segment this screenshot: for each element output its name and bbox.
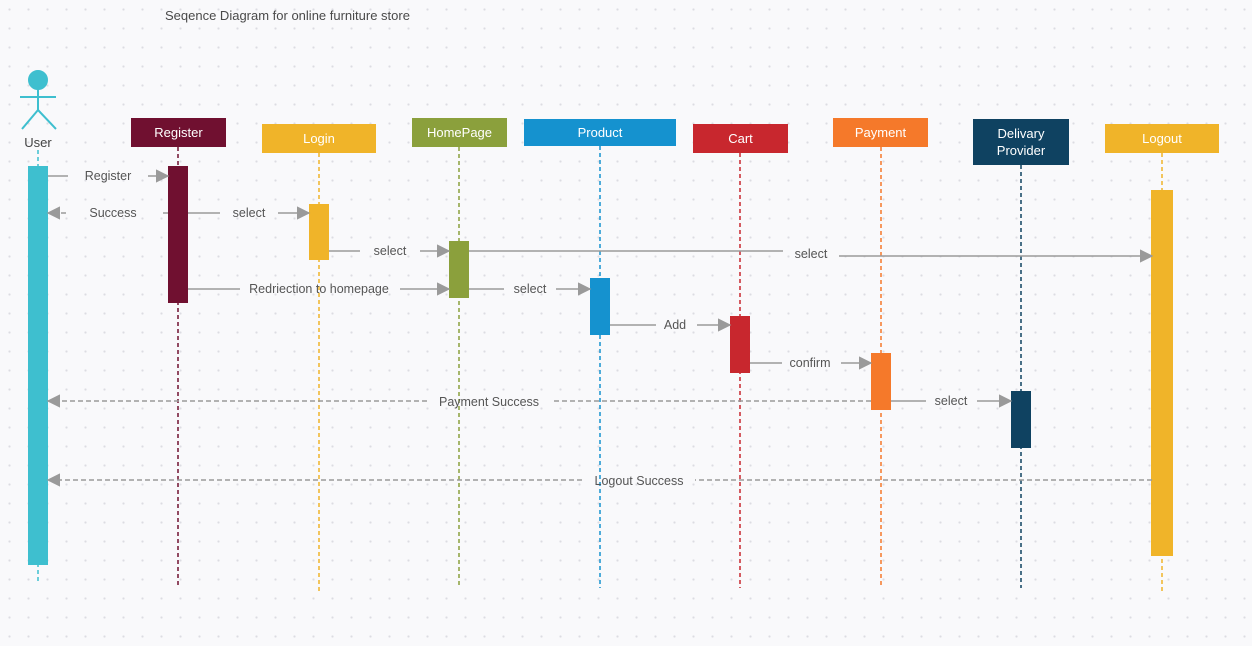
participant-header-product: Product <box>524 119 676 146</box>
message-label-6: Redriection to homepage <box>249 282 389 296</box>
participant-header-delivery: Delivary Provider <box>973 119 1069 165</box>
message-label-2: Success <box>89 206 137 220</box>
activation-bar-user <box>28 166 48 565</box>
message-label-5: select <box>794 247 828 261</box>
message-label-11: select <box>934 394 968 408</box>
message-label-4: select <box>373 244 407 258</box>
activation-bar-register <box>168 166 188 303</box>
message-label-1: Register <box>84 169 132 183</box>
activation-bar-logout <box>1151 190 1173 556</box>
actor-label-user: User <box>24 135 52 150</box>
activation-bar-login <box>309 204 329 260</box>
message-label-12: Logout Success <box>594 474 684 488</box>
participant-header-register: Register <box>131 118 226 147</box>
message-arrow-5 <box>469 249 1154 263</box>
diagram-title: Seqence Diagram for online furniture sto… <box>165 8 410 23</box>
message-label-10: Payment Success <box>438 395 540 409</box>
message-label-3: select <box>232 206 266 220</box>
activation-bar-product <box>590 278 610 335</box>
user-actor-icon <box>20 70 57 130</box>
participant-header-login: Login <box>262 124 376 153</box>
message-label-8: Add <box>663 318 687 332</box>
message-label-9: confirm <box>789 356 831 370</box>
participant-header-payment: Payment <box>833 118 928 147</box>
participant-header-cart: Cart <box>693 124 788 153</box>
message-label-7: select <box>513 282 547 296</box>
participant-header-homepage: HomePage <box>412 118 507 147</box>
activation-bar-cart <box>730 316 750 373</box>
participant-header-logout: Logout <box>1105 124 1219 153</box>
activation-bar-delivery <box>1011 391 1031 448</box>
activation-bar-payment <box>871 353 891 410</box>
activation-bar-homepage <box>449 241 469 298</box>
